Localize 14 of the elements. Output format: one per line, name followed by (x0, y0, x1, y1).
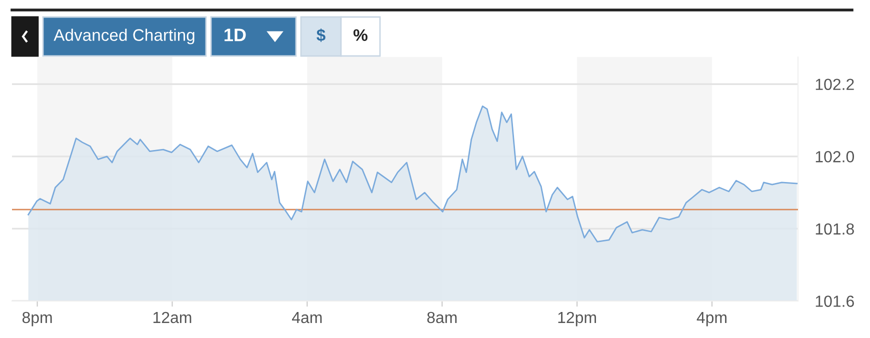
text: % (354, 29, 368, 41)
y-tick-label: 102.2 (816, 78, 854, 90)
text: $ (316, 28, 326, 42)
x-tick-label: 4am (292, 312, 322, 324)
text: 1D (224, 28, 246, 42)
y-tick-label: 102.0 (816, 151, 854, 162)
x-tick-label: 8am (427, 312, 457, 324)
y-tick-label: 101.6 (816, 296, 854, 307)
x-tick-label: 12pm (558, 312, 596, 326)
x-tick-label: 12am (153, 312, 192, 324)
y-tick-label: 101.8 (816, 223, 854, 235)
x-tick-label: 8pm (22, 312, 52, 326)
text: Advanced Charting (54, 28, 194, 44)
x-tick-label: 4pm (696, 312, 726, 326)
